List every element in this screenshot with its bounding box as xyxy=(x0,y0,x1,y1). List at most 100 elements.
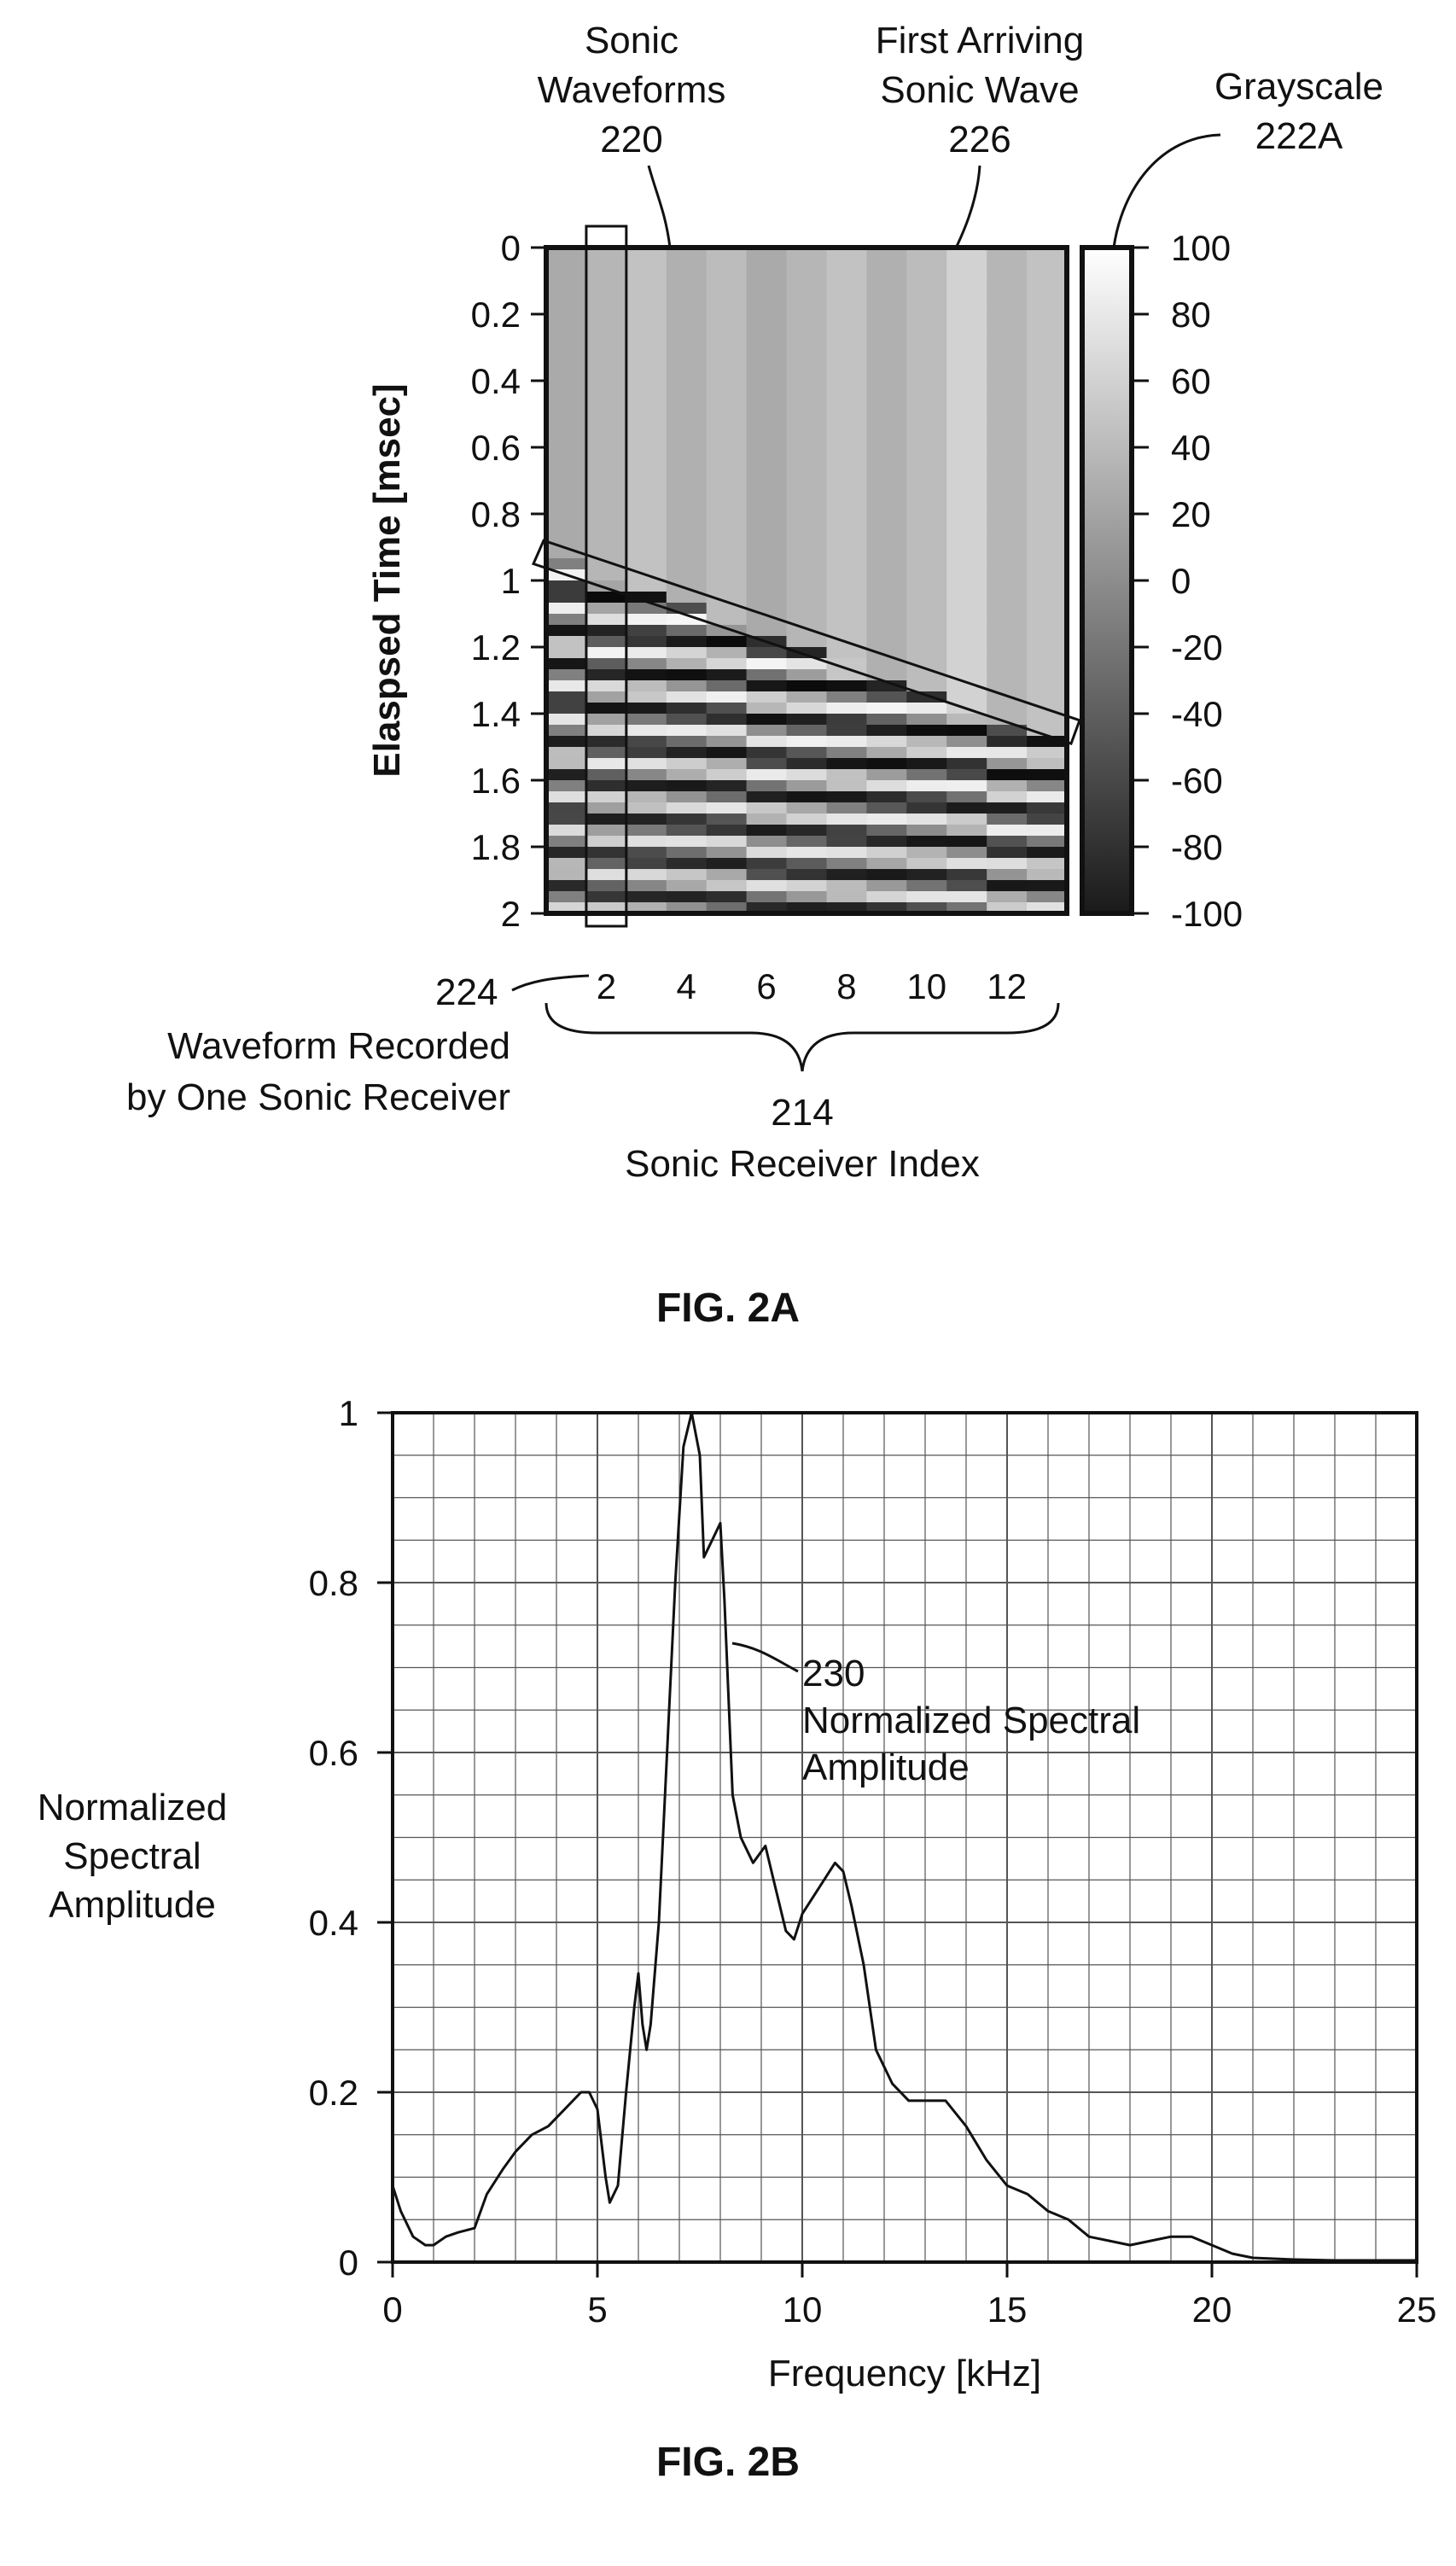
heatmap-cell xyxy=(546,736,587,748)
heatmap-cell xyxy=(706,714,748,726)
heatmap-cell xyxy=(826,769,867,781)
heatmap-cell xyxy=(585,281,627,293)
annotation-grayscale-line1: Grayscale xyxy=(1214,66,1383,108)
heatmap-cell xyxy=(626,259,667,271)
heatmap-cell xyxy=(786,725,827,737)
heatmap-cell xyxy=(585,414,627,426)
heatmap-cell xyxy=(746,303,788,315)
heatmap-cell xyxy=(706,592,748,604)
heatmap-cell xyxy=(987,725,1028,737)
heatmap-cell xyxy=(1027,336,1068,348)
heatmap-cell xyxy=(906,858,947,870)
heatmap-cell xyxy=(786,259,827,271)
heatmap-cell xyxy=(906,525,947,537)
heatmap-cell xyxy=(585,725,627,737)
heatmap-cell xyxy=(826,736,867,748)
heatmap-cell xyxy=(906,614,947,626)
heatmap-cell xyxy=(866,458,907,470)
heatmap-cell xyxy=(626,580,667,592)
heatmap-cell xyxy=(1027,281,1068,293)
heatmap-cell xyxy=(585,336,627,348)
heatmap-cell xyxy=(585,880,627,892)
heatmap-cell xyxy=(626,647,667,659)
heatmap-cell xyxy=(866,525,907,537)
heatmap-cell xyxy=(746,492,788,504)
heatmap-plot: 0 0.2 0.4 0.6 0.8 1 1.2 1.4 1.6 1.8 2 2 4 6 8 10 12 Elasp… xyxy=(366,225,1081,1006)
heatmap-cell xyxy=(987,558,1028,570)
heatmap-cell xyxy=(585,436,627,448)
heatmap-cell xyxy=(666,492,708,504)
heatmap-cell xyxy=(987,714,1028,726)
heatmap-cell xyxy=(666,691,708,703)
heatmap-cell xyxy=(906,558,947,570)
colorbar-tick-label: -100 xyxy=(1171,894,1243,934)
heatmap-cell xyxy=(626,691,667,703)
heatmap-cell xyxy=(826,603,867,615)
heatmap-cell xyxy=(706,625,748,637)
heatmap-cell xyxy=(786,802,827,814)
heatmap-cell xyxy=(585,625,627,637)
heatmap-cell xyxy=(987,525,1028,537)
heatmap-cell xyxy=(946,403,987,415)
heatmap-cell xyxy=(1027,492,1068,504)
heatmap-y-tick-label: 0.6 xyxy=(471,428,521,468)
heatmap-cell xyxy=(666,814,708,825)
heatmap-cell xyxy=(746,458,788,470)
heatmap-cell xyxy=(706,769,748,781)
heatmap-cell xyxy=(946,425,987,437)
heatmap-cell xyxy=(946,747,987,759)
heatmap-cell xyxy=(626,669,667,681)
heatmap-cell xyxy=(746,292,788,304)
heatmap-cell xyxy=(546,492,587,504)
heatmap-x-tick-label: 6 xyxy=(756,966,776,1006)
heatmap-cell xyxy=(786,647,827,659)
heatmap-cell xyxy=(946,314,987,326)
spectrum-x-tick-label: 10 xyxy=(783,2289,823,2330)
heatmap-cell xyxy=(666,891,708,903)
heatmap-cell xyxy=(987,281,1028,293)
heatmap-cell xyxy=(1027,525,1068,537)
heatmap-cell xyxy=(826,669,867,681)
heatmap-cell xyxy=(866,703,907,714)
heatmap-cell xyxy=(706,314,748,326)
heatmap-cell xyxy=(626,725,667,737)
heatmap-cell xyxy=(946,669,987,681)
heatmap-cell xyxy=(546,636,587,648)
heatmap-cell xyxy=(826,891,867,903)
heatmap-cell xyxy=(786,514,827,526)
heatmap-cell xyxy=(666,547,708,559)
heatmap-cell xyxy=(987,403,1028,415)
heatmap-cell xyxy=(746,436,788,448)
heatmap-cell xyxy=(1027,425,1068,437)
heatmap-cell xyxy=(786,847,827,859)
colorbar-tick-label: 100 xyxy=(1171,228,1231,268)
heatmap-cell xyxy=(866,392,907,404)
heatmap-cell xyxy=(786,292,827,304)
heatmap-cell xyxy=(585,325,627,337)
heatmap-cell xyxy=(786,669,827,681)
heatmap-cell xyxy=(1027,536,1068,548)
annotation-230-line3: Amplitude xyxy=(802,1747,970,1788)
heatmap-cell xyxy=(826,747,867,759)
heatmap-cell xyxy=(585,747,627,759)
spectrum-y-tick-label: 1 xyxy=(339,1393,358,1433)
heatmap-cell xyxy=(987,647,1028,659)
heatmap-cell xyxy=(786,325,827,337)
heatmap-cell xyxy=(866,814,907,825)
heatmap-cell xyxy=(626,747,667,759)
heatmap-cell xyxy=(1027,691,1068,703)
heatmap-cell xyxy=(1027,869,1068,881)
heatmap-cell xyxy=(546,814,587,825)
heatmap-cell xyxy=(666,458,708,470)
heatmap-cell xyxy=(826,569,867,581)
annotation-first-arriving-ref: 226 xyxy=(948,119,1010,160)
heatmap-cell xyxy=(906,580,947,592)
heatmap-cell xyxy=(987,303,1028,315)
heatmap-cell xyxy=(746,469,788,481)
heatmap-cell xyxy=(706,536,748,548)
heatmap-cell xyxy=(906,514,947,526)
heatmap-cell xyxy=(585,603,627,615)
heatmap-cell xyxy=(946,825,987,837)
highlighted-receiver-box xyxy=(585,225,628,928)
heatmap-cell xyxy=(987,658,1028,670)
